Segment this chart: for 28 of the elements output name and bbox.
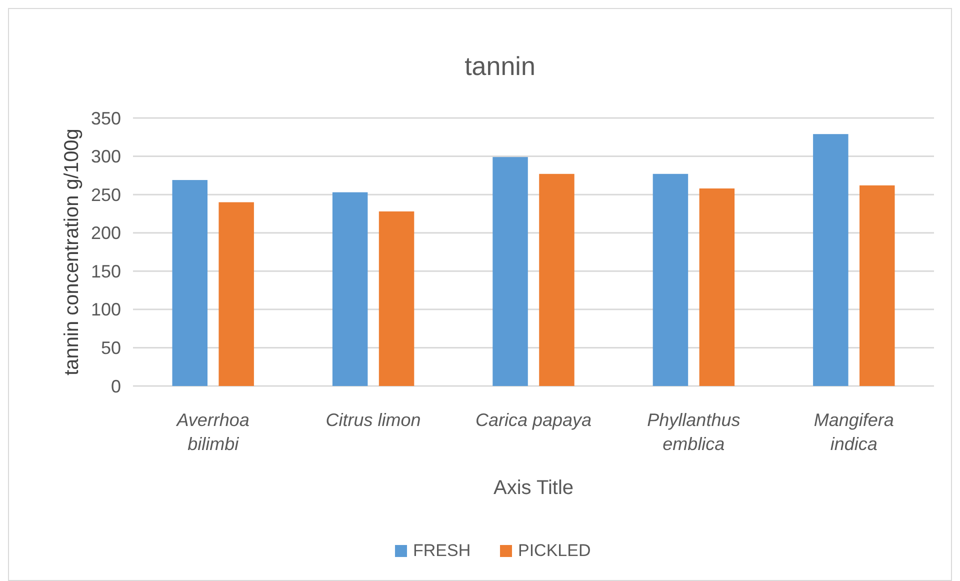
x-tick-label: Phyllanthus emblica bbox=[647, 410, 740, 454]
chart-title: tannin bbox=[464, 51, 536, 81]
bar bbox=[652, 174, 688, 386]
bar bbox=[813, 134, 848, 386]
bar bbox=[539, 174, 574, 386]
x-axis-title: Axis Title bbox=[493, 477, 574, 499]
legend-label: PICKLED bbox=[518, 541, 591, 560]
bar bbox=[332, 192, 368, 386]
bar bbox=[492, 157, 528, 386]
bar bbox=[218, 202, 254, 386]
y-tick-label: 200 bbox=[90, 223, 121, 244]
bar bbox=[699, 188, 735, 386]
y-tick-label: 0 bbox=[110, 376, 121, 396]
y-axis-title: tannin concentration g/100g bbox=[61, 128, 83, 376]
legend-label: FRESH bbox=[413, 541, 471, 560]
y-tick-label: 350 bbox=[90, 108, 121, 128]
bar bbox=[378, 211, 414, 386]
x-tick-label: Carica papaya bbox=[475, 410, 592, 430]
y-tick-label: 150 bbox=[90, 261, 121, 282]
bar bbox=[172, 180, 208, 386]
y-tick-label: 50 bbox=[100, 338, 121, 358]
x-tick-label: Mangifera indica bbox=[814, 410, 894, 454]
x-tick-label: Averrhoa bilimbi bbox=[176, 410, 250, 454]
y-tick-label: 300 bbox=[90, 146, 121, 167]
y-tick-label: 100 bbox=[90, 300, 121, 320]
y-tick-label: 250 bbox=[90, 184, 121, 205]
bar bbox=[860, 185, 895, 386]
x-tick-label: Citrus limon bbox=[326, 410, 421, 430]
